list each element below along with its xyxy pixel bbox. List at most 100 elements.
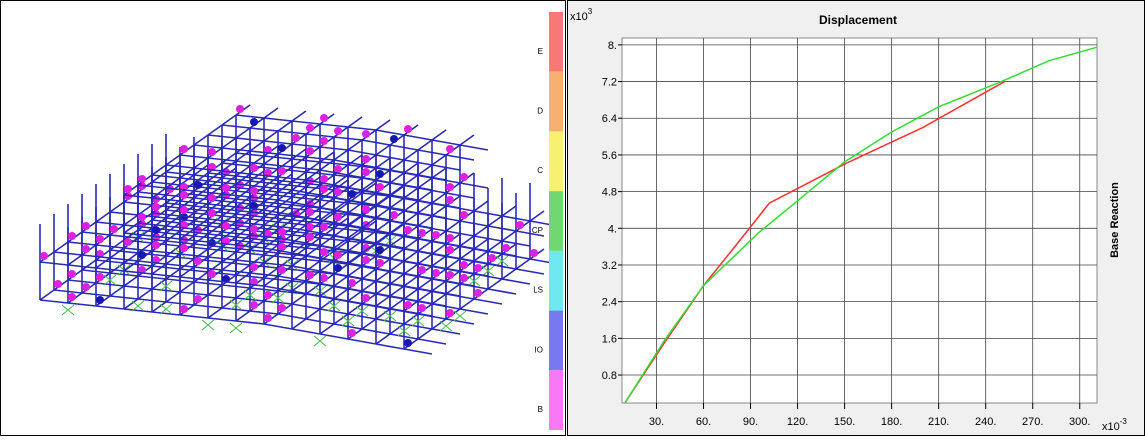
hinge <box>362 168 370 176</box>
hinge <box>348 329 356 337</box>
hinge <box>488 254 496 262</box>
hinge <box>250 225 258 233</box>
hinge <box>348 279 356 287</box>
hinge <box>306 124 314 132</box>
y-tick-label: 8. <box>608 40 617 52</box>
x-tick-label: 210. <box>928 416 949 428</box>
legend-swatch <box>549 12 563 72</box>
x-multiplier-exponent: -3 <box>1120 417 1128 426</box>
y-tick-label: 5.6 <box>602 150 617 162</box>
hinge <box>334 127 342 135</box>
chart-title: Displacement <box>819 13 897 27</box>
x-multiplier-base: x10 <box>1102 421 1120 433</box>
hinge <box>278 243 286 251</box>
hinge <box>68 270 76 278</box>
hinge <box>460 261 468 269</box>
hinge <box>68 232 76 240</box>
hinge <box>264 314 272 322</box>
hinge <box>320 114 328 122</box>
hinge <box>432 269 440 277</box>
hinge <box>362 130 370 138</box>
screenshot: Displacement Base Reaction x103 x10-3 ED… <box>0 0 1145 436</box>
hinge <box>460 211 468 219</box>
hinge <box>446 234 454 242</box>
hinge <box>320 223 328 231</box>
y-tick-label: 4. <box>608 223 617 235</box>
hinge <box>180 206 188 214</box>
hinge <box>446 183 454 191</box>
x-tick-label: 30. <box>649 416 664 428</box>
hinge <box>320 175 328 183</box>
hinge <box>180 191 188 199</box>
hinge <box>362 205 370 213</box>
hinge <box>208 194 216 202</box>
hinge <box>180 305 188 313</box>
hinge <box>320 248 328 256</box>
legend-label: IO <box>535 345 543 354</box>
hinge <box>320 185 328 193</box>
y-tick-label: 2.4 <box>602 297 617 309</box>
legend-label: E <box>538 47 543 56</box>
x-tick-label: 300. <box>1069 416 1090 428</box>
hinge <box>208 270 216 278</box>
hinge <box>278 167 286 175</box>
hinge <box>502 244 510 252</box>
x-tick-label: 180. <box>881 416 902 428</box>
hinge <box>138 175 146 183</box>
y-tick-label: 1.6 <box>602 333 617 345</box>
hinge <box>362 155 370 163</box>
y-tick-label: 4.8 <box>602 187 617 199</box>
plot-area <box>622 38 1097 403</box>
hinge <box>222 184 230 192</box>
hinge <box>40 252 48 260</box>
legend-swatch <box>549 191 563 251</box>
legend-swatch <box>549 251 563 311</box>
hinge <box>194 295 202 303</box>
hinge <box>124 185 132 193</box>
legend-swatch <box>549 311 563 371</box>
x-tick-label: 240. <box>975 416 996 428</box>
hinge <box>362 294 370 302</box>
hinge <box>334 188 342 196</box>
hinge <box>250 301 258 309</box>
hinge <box>446 196 454 204</box>
hinge <box>208 209 216 217</box>
hinge <box>278 266 286 274</box>
hinge <box>390 135 398 143</box>
hinge <box>334 264 342 272</box>
hinge <box>250 263 258 271</box>
hinge <box>96 235 104 243</box>
hinge <box>68 293 76 301</box>
hinge <box>180 145 188 153</box>
hinge <box>222 222 230 230</box>
hinge <box>250 164 258 172</box>
hinge <box>418 229 426 237</box>
hinge <box>194 257 202 265</box>
hinge <box>376 246 384 254</box>
legend-label: D <box>537 107 543 116</box>
hinge <box>376 183 384 191</box>
y-tick-label: 0.8 <box>602 370 617 382</box>
hinge <box>404 301 412 309</box>
hinge <box>54 280 62 288</box>
hinge <box>390 211 398 219</box>
hinge <box>376 259 384 267</box>
legend-label: CP <box>532 226 543 235</box>
hinge <box>180 244 188 252</box>
hinge <box>96 296 104 304</box>
hinge <box>446 271 454 279</box>
hinge <box>250 187 258 195</box>
hinge <box>320 137 328 145</box>
hinge <box>82 283 90 291</box>
hinge <box>278 304 286 312</box>
y-tick-label: 6.4 <box>602 113 617 125</box>
hinge <box>418 304 426 312</box>
y-tick-label: 3.2 <box>602 260 617 272</box>
hinge <box>334 213 342 221</box>
hinge <box>460 274 468 282</box>
hinge <box>82 245 90 253</box>
hinge <box>208 148 216 156</box>
legend-label: LS <box>533 286 543 295</box>
hinge <box>418 266 426 274</box>
y-multiplier-base: x10 <box>570 11 588 23</box>
